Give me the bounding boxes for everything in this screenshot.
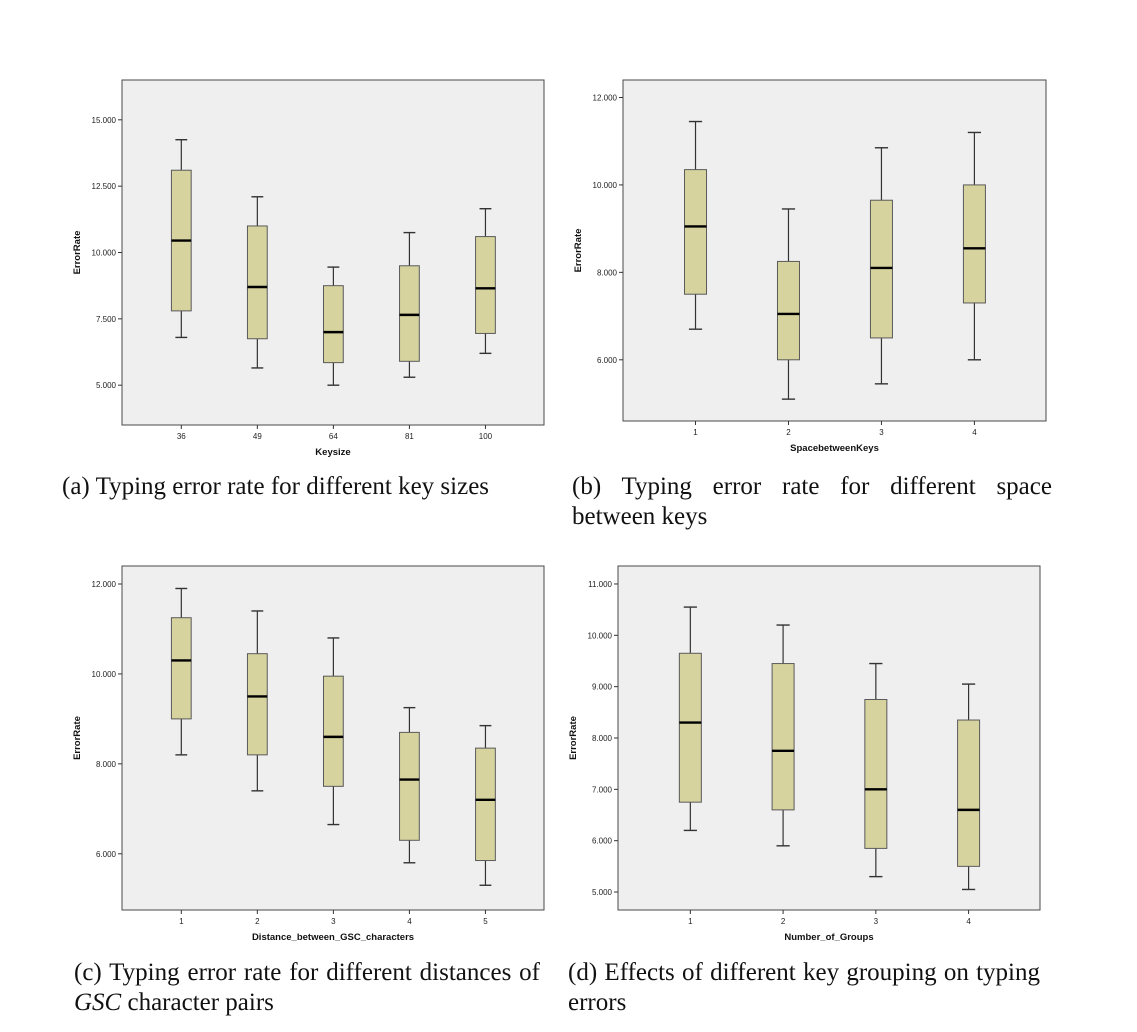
box-iqr: [475, 747, 496, 862]
boxplot-spacebetweenkeys: 6.000 8.000 10.000 12.000 1 2 3 4 SpacebetweenKe…: [573, 79, 1047, 454]
box-iqr: [957, 719, 981, 867]
x-tick-label: 3: [874, 917, 879, 926]
caption-b-text: Typing error rate for different space be…: [572, 473, 1052, 530]
x-tick-label: 2: [786, 428, 791, 437]
y-tick-label: 8.000: [96, 760, 117, 769]
y-tick-label: 6.000: [96, 850, 117, 859]
caption-c: (c) Typing error rate for different dist…: [74, 958, 540, 1018]
y-axis-title: ErrorRate: [72, 231, 83, 275]
x-tick-label: 1: [688, 917, 693, 926]
caption-b-label: (b): [572, 473, 602, 500]
x-tick-label: 49: [253, 432, 262, 441]
y-tick-label: 12.000: [92, 580, 117, 589]
caption-d-text: Effects of different key grouping on typ…: [568, 959, 1041, 1016]
y-tick-label: 8.000: [592, 734, 613, 743]
box-iqr: [776, 260, 800, 361]
box-iqr: [399, 731, 420, 841]
box-iqr: [399, 265, 420, 362]
x-tick-label: 3: [331, 917, 336, 926]
y-tick-label: 10.000: [593, 181, 618, 190]
y-tick-label: 12.500: [92, 182, 117, 191]
x-tick-label: 100: [479, 432, 493, 441]
chart-panel-d: 5.000 6.000 7.000 8.000 9.000 10.000 11.000 1 2 3…: [568, 565, 1041, 943]
x-tick-label: 81: [405, 432, 414, 441]
box-iqr: [678, 652, 702, 803]
caption-b: (b) Typing error rate for different spac…: [572, 472, 1052, 532]
y-axis-title: ErrorRate: [573, 229, 584, 273]
box-iqr: [962, 184, 986, 304]
box-iqr: [684, 169, 708, 295]
box-iqr: [322, 675, 344, 787]
y-tick-label: 6.000: [597, 356, 618, 365]
caption-a-label: (a): [62, 473, 90, 500]
x-tick-label: 4: [966, 917, 971, 926]
x-axis-title: Number_of_Groups: [784, 932, 873, 943]
y-tick-label: 7.500: [96, 315, 117, 324]
x-tick-label: 2: [255, 917, 260, 926]
box-iqr: [170, 617, 192, 720]
y-tick-label: 8.000: [597, 268, 618, 277]
y-tick-label: 12.000: [593, 93, 618, 102]
y-tick-label: 11.000: [588, 580, 612, 589]
x-tick-label: 4: [407, 917, 412, 926]
y-tick-label: 15.000: [92, 116, 117, 125]
y-tick-label: 10.000: [92, 249, 117, 258]
caption-d-label: (d): [568, 959, 598, 986]
box-iqr: [246, 653, 268, 756]
y-tick-label: 5.000: [96, 381, 117, 390]
caption-a: (a) Typing error rate for different key …: [62, 472, 552, 502]
box-iqr: [322, 285, 344, 364]
box-iqr: [246, 225, 268, 340]
caption-a-text: Typing error rate for different key size…: [95, 473, 490, 500]
y-tick-label: 5.000: [592, 888, 613, 897]
box-iqr: [475, 236, 496, 334]
x-tick-label: 4: [972, 428, 977, 437]
caption-c-text-after: character pairs: [127, 989, 274, 1016]
x-tick-label: 1: [179, 917, 184, 926]
x-tick-label: 1: [693, 428, 698, 437]
y-axis-title: ErrorRate: [72, 716, 83, 760]
y-tick-label: 10.000: [588, 631, 613, 640]
box-iqr: [771, 663, 795, 811]
x-axis-title: Keysize: [315, 447, 350, 458]
caption-d: (d) Effects of different key grouping on…: [568, 958, 1040, 1018]
y-tick-label: 7.000: [592, 785, 613, 794]
x-tick-label: 64: [329, 432, 338, 441]
boxplot-number-of-groups: 5.000 6.000 7.000 8.000 9.000 10.000 11.000 1 2 3…: [568, 565, 1041, 943]
y-axis-title: ErrorRate: [568, 716, 579, 760]
x-tick-label: 5: [483, 917, 488, 926]
x-tick-label: 36: [177, 432, 186, 441]
chart-panel-c: 6.000 8.000 10.000 12.000 1 2 3 4 5 Distance_betw…: [0, 0, 570, 960]
boxplot-distance-gsc: 6.000 8.000 10.000 12.000 1 2 3 4 5 Distance_betw…: [72, 565, 545, 943]
x-tick-label: 2: [781, 917, 786, 926]
chart-panel-a: 5.000 7.500 10.000 12.500 15.000 36 49 64 81 100 K…: [0, 0, 570, 470]
y-tick-label: 9.000: [592, 683, 613, 692]
caption-c-italic: GSC: [74, 989, 122, 1016]
caption-c-text: Typing error rate for different distance…: [109, 959, 540, 986]
box-iqr: [864, 698, 888, 849]
boxplot-keysize: 5.000 7.500 10.000 12.500 15.000 36 49 64 81 100 K…: [72, 79, 545, 458]
y-tick-label: 10.000: [92, 670, 117, 679]
y-tick-label: 6.000: [592, 837, 613, 846]
chart-panel-b: 6.000 8.000 10.000 12.000 1 2 3 4 SpacebetweenKe…: [0, 0, 1137, 470]
caption-c-label: (c): [74, 959, 102, 986]
x-tick-label: 3: [879, 428, 884, 437]
x-axis-title: SpacebetweenKeys: [790, 443, 879, 454]
x-axis-title: Distance_between_GSC_characters: [252, 932, 414, 943]
